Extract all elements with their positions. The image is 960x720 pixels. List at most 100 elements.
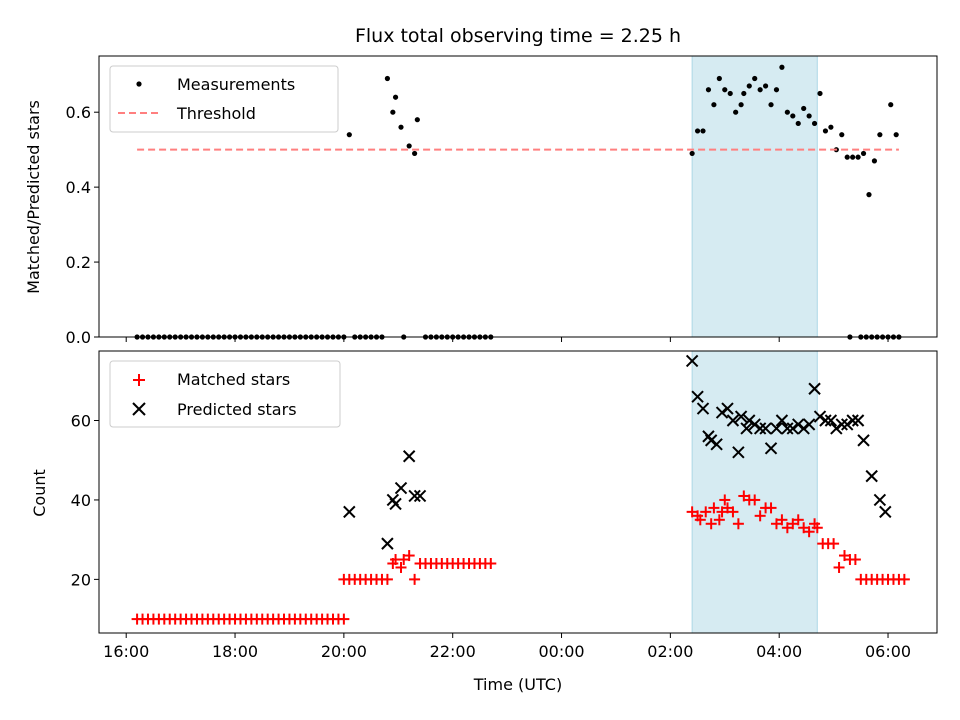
measurements-point xyxy=(773,87,780,93)
predicted-stars-point xyxy=(732,446,745,459)
measurements-point xyxy=(860,150,867,157)
bottom-y-axis-label: Count xyxy=(30,469,49,517)
matched-stars-point xyxy=(409,573,421,585)
bottom-panel: 20 40 60 16:00 18:00 20:00 22:00 00:00 02:00 04:… xyxy=(30,350,938,694)
matched-stars-point xyxy=(485,557,497,569)
legend-marker-predicted-stars xyxy=(132,402,146,416)
measurements-point xyxy=(722,87,728,93)
predicted-stars-point xyxy=(740,422,753,435)
matched-stars-point xyxy=(338,613,350,625)
matched-stars-point xyxy=(705,518,717,530)
predicted-stars-point xyxy=(691,390,704,403)
measurements-point xyxy=(806,113,812,119)
measurements-point xyxy=(855,154,861,160)
bottom-x-tick-label: 02:00 xyxy=(647,642,693,661)
measurements-point xyxy=(716,75,722,82)
matched-stars-point xyxy=(803,526,815,538)
predicted-stars-point xyxy=(726,414,740,427)
top-legend-box xyxy=(109,65,339,133)
measurements-point xyxy=(762,83,769,89)
measurements-point xyxy=(705,87,712,93)
predicted-stars-point xyxy=(813,410,827,423)
predicted-stars-point xyxy=(743,414,756,427)
measurements-point xyxy=(412,150,418,157)
predicted-stars-point xyxy=(873,493,887,507)
measurements-point xyxy=(871,158,878,164)
predicted-stars-point xyxy=(841,418,854,431)
top-y-tick-label: 0.4 xyxy=(66,178,91,197)
matched-stars-point xyxy=(719,494,731,506)
measurements-point xyxy=(877,132,883,138)
measurements-point xyxy=(844,154,850,160)
matched-stars-point xyxy=(732,518,744,530)
matched-stars-point xyxy=(708,502,720,514)
bottom-axes-frame xyxy=(98,350,938,634)
predicted-stars-point xyxy=(770,422,783,435)
predicted-stars-point xyxy=(824,414,838,427)
predicted-stars-point xyxy=(865,469,878,483)
measurements-point xyxy=(817,90,823,97)
matched-stars-point xyxy=(792,514,804,526)
predicted-stars-point xyxy=(381,537,394,550)
matched-stars-point xyxy=(828,538,840,550)
predicted-stars-point xyxy=(792,418,805,431)
measurements-point xyxy=(689,150,695,157)
measurements-point xyxy=(398,124,404,130)
matched-stars-point xyxy=(898,573,910,585)
matched-stars-point xyxy=(694,514,706,526)
bottom-x-ticks: 16:00 18:00 20:00 22:00 00:00 02:00 04:00 06:00 xyxy=(103,633,911,661)
legend-marker-measurements xyxy=(136,81,142,87)
matched-stars-point xyxy=(414,557,426,569)
matched-stars-point xyxy=(749,494,761,506)
measurements-point xyxy=(711,102,717,108)
measurements-point xyxy=(752,75,758,82)
bottom-y-tick-label: 60 xyxy=(71,412,91,431)
bottom-y-tick-label: 20 xyxy=(71,570,91,589)
measurements-point xyxy=(414,117,420,123)
bottom-x-tick-label: 00:00 xyxy=(538,642,584,661)
bottom-y-ticks: 20 40 60 xyxy=(71,412,99,589)
top-legend: Measurements Threshold xyxy=(109,65,339,133)
measurements-point xyxy=(741,90,747,97)
matched-stars-point xyxy=(713,514,725,526)
bottom-y-tick-label: 40 xyxy=(71,491,91,510)
bottom-data-marks xyxy=(131,354,910,625)
top-y-tick-label: 0.0 xyxy=(66,328,91,347)
bottom-highlight-span xyxy=(691,350,818,634)
legend-label-predicted-stars: Predicted stars xyxy=(177,400,297,419)
measurements-point xyxy=(390,109,396,115)
matched-stars-point xyxy=(765,502,777,514)
measurements-point xyxy=(839,132,845,138)
bottom-x-tick-label: 18:00 xyxy=(212,642,258,661)
measurements-point xyxy=(866,192,872,198)
predicted-stars-point xyxy=(775,414,789,427)
top-y-tick-label: 0.6 xyxy=(66,103,91,122)
measurements-point xyxy=(828,124,834,130)
measurements-point xyxy=(384,75,391,82)
measurements-point xyxy=(768,102,774,108)
legend-label-threshold: Threshold xyxy=(176,104,256,123)
bottom-x-tick-label: 16:00 xyxy=(103,642,149,661)
predicted-stars-point xyxy=(808,382,821,395)
matched-stars-point xyxy=(395,561,407,573)
top-y-axis-label: Matched/Predicted stars xyxy=(24,100,43,294)
matched-stars-point xyxy=(833,561,845,573)
x-axis-label: Time (UTC) xyxy=(473,675,562,694)
predicted-stars-point xyxy=(786,422,800,435)
measurements-point xyxy=(811,120,818,127)
measurements-point xyxy=(850,154,856,160)
predicted-stars-point xyxy=(764,442,778,455)
top-y-ticks: 0.0 0.2 0.4 0.6 xyxy=(66,103,99,347)
top-panel: 0.0 0.2 0.4 0.6 Matched/Predicted stars Mea… xyxy=(24,55,938,347)
measurements-point xyxy=(757,87,763,93)
legend-label-measurements: Measurements xyxy=(177,75,295,94)
predicted-stars-point xyxy=(685,354,699,368)
measurements-point xyxy=(893,132,899,138)
measurements-point xyxy=(746,83,752,89)
predicted-stars-point xyxy=(781,422,794,435)
matched-stars-point xyxy=(727,506,739,518)
top-highlight-span xyxy=(691,55,818,338)
legend-marker-matched-stars xyxy=(133,374,145,386)
measurements-point xyxy=(790,113,796,119)
